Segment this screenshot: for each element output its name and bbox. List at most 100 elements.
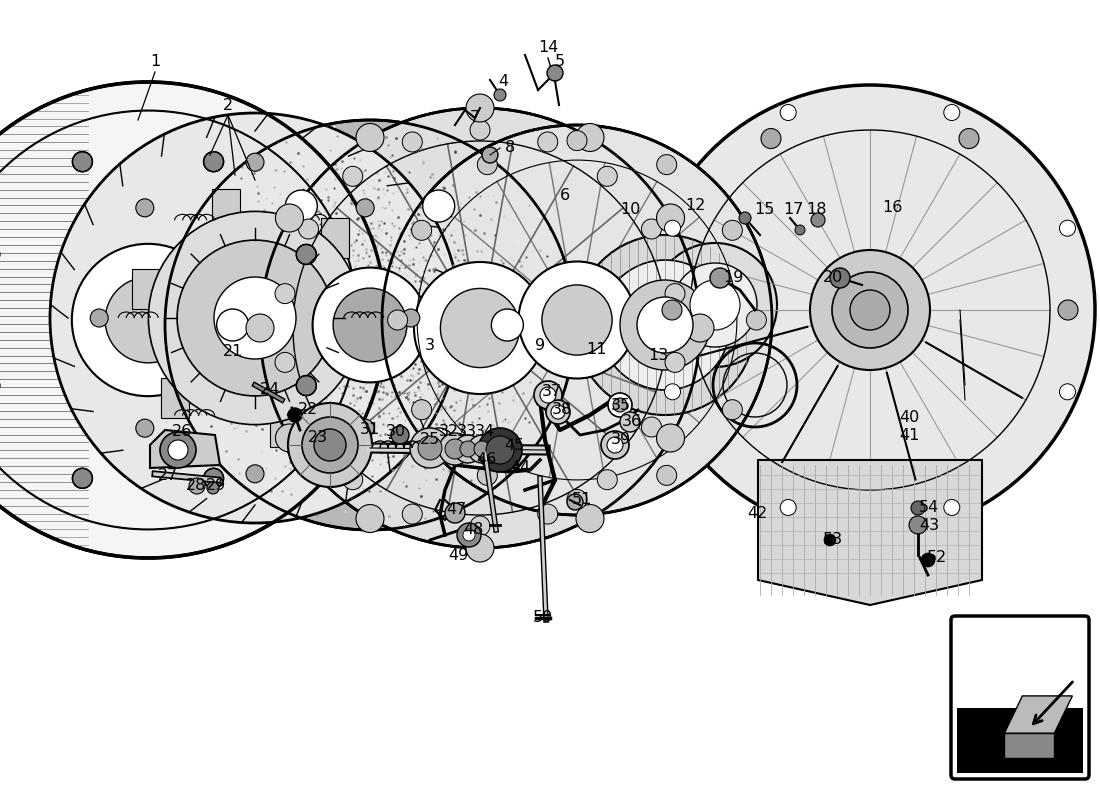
Text: 38: 38 (552, 402, 572, 418)
Circle shape (333, 288, 407, 362)
Text: 53: 53 (823, 533, 843, 547)
Circle shape (411, 400, 431, 420)
Circle shape (446, 503, 465, 523)
Circle shape (275, 352, 295, 372)
Text: 12: 12 (685, 198, 705, 213)
Text: 50: 50 (532, 610, 553, 625)
Circle shape (246, 154, 264, 171)
Circle shape (298, 417, 319, 437)
Bar (957, 708, 1084, 773)
Text: 16: 16 (882, 201, 902, 215)
Circle shape (356, 123, 384, 151)
Text: 17: 17 (783, 202, 803, 218)
Circle shape (165, 120, 575, 530)
Text: 42: 42 (747, 506, 767, 522)
Circle shape (207, 482, 219, 494)
Text: 51: 51 (572, 493, 592, 507)
Circle shape (607, 437, 623, 453)
Circle shape (576, 123, 604, 151)
Circle shape (204, 468, 223, 488)
Circle shape (466, 534, 494, 562)
Circle shape (824, 534, 836, 546)
Circle shape (657, 204, 684, 232)
Circle shape (909, 516, 927, 534)
Bar (212, 189, 240, 229)
Text: 41: 41 (899, 427, 920, 442)
Circle shape (73, 468, 92, 488)
Circle shape (90, 309, 108, 327)
Circle shape (298, 219, 319, 239)
Circle shape (832, 272, 908, 348)
Text: 49: 49 (448, 547, 469, 562)
Circle shape (296, 375, 317, 395)
Circle shape (275, 204, 304, 232)
Circle shape (673, 263, 757, 347)
Circle shape (177, 240, 333, 396)
Circle shape (723, 400, 743, 420)
Circle shape (641, 417, 661, 437)
Circle shape (356, 505, 384, 533)
Circle shape (73, 152, 92, 172)
Text: 5: 5 (554, 54, 565, 70)
Text: 37: 37 (542, 385, 562, 399)
Circle shape (597, 166, 617, 186)
Circle shape (810, 250, 930, 370)
Circle shape (540, 387, 556, 403)
Circle shape (492, 309, 524, 341)
Circle shape (576, 505, 604, 533)
Bar (162, 378, 189, 418)
Circle shape (690, 280, 740, 330)
Text: 33: 33 (456, 425, 477, 439)
Circle shape (911, 501, 925, 515)
Circle shape (1059, 384, 1076, 400)
Circle shape (356, 419, 374, 437)
Circle shape (440, 288, 519, 368)
Circle shape (418, 436, 442, 460)
Circle shape (921, 553, 935, 567)
Circle shape (470, 516, 490, 536)
Circle shape (302, 417, 358, 473)
Circle shape (575, 235, 755, 415)
Polygon shape (1004, 696, 1072, 733)
Text: 22: 22 (298, 402, 318, 418)
Circle shape (780, 105, 796, 121)
Circle shape (662, 300, 682, 320)
Circle shape (343, 470, 363, 490)
Circle shape (466, 94, 494, 122)
Text: 14: 14 (538, 41, 558, 55)
Text: 23: 23 (308, 430, 328, 446)
Text: 43: 43 (918, 518, 939, 533)
Circle shape (246, 314, 274, 342)
Circle shape (402, 309, 420, 327)
Circle shape (664, 220, 681, 236)
Circle shape (275, 424, 304, 452)
Text: 27: 27 (158, 469, 178, 483)
Text: 13: 13 (648, 347, 668, 362)
Circle shape (664, 384, 681, 400)
Circle shape (546, 400, 570, 424)
Circle shape (538, 132, 558, 152)
Circle shape (439, 433, 471, 465)
Circle shape (168, 440, 188, 460)
Text: 45: 45 (504, 438, 524, 453)
Bar (271, 407, 298, 447)
Circle shape (547, 65, 563, 81)
Circle shape (620, 280, 710, 370)
Text: 31: 31 (360, 422, 381, 438)
Text: 28: 28 (186, 478, 206, 494)
Text: 15: 15 (754, 202, 774, 218)
Circle shape (795, 225, 805, 235)
Circle shape (944, 499, 960, 515)
Circle shape (666, 352, 685, 372)
Text: 34: 34 (475, 425, 495, 439)
Circle shape (542, 285, 612, 355)
Text: 39: 39 (610, 433, 631, 447)
Text: 10: 10 (619, 202, 640, 218)
Circle shape (403, 504, 422, 524)
Circle shape (666, 284, 685, 304)
Text: 44: 44 (510, 461, 530, 475)
Text: 24: 24 (260, 382, 280, 398)
Circle shape (50, 113, 460, 523)
Text: 46: 46 (476, 453, 496, 467)
Text: 3: 3 (425, 338, 435, 353)
